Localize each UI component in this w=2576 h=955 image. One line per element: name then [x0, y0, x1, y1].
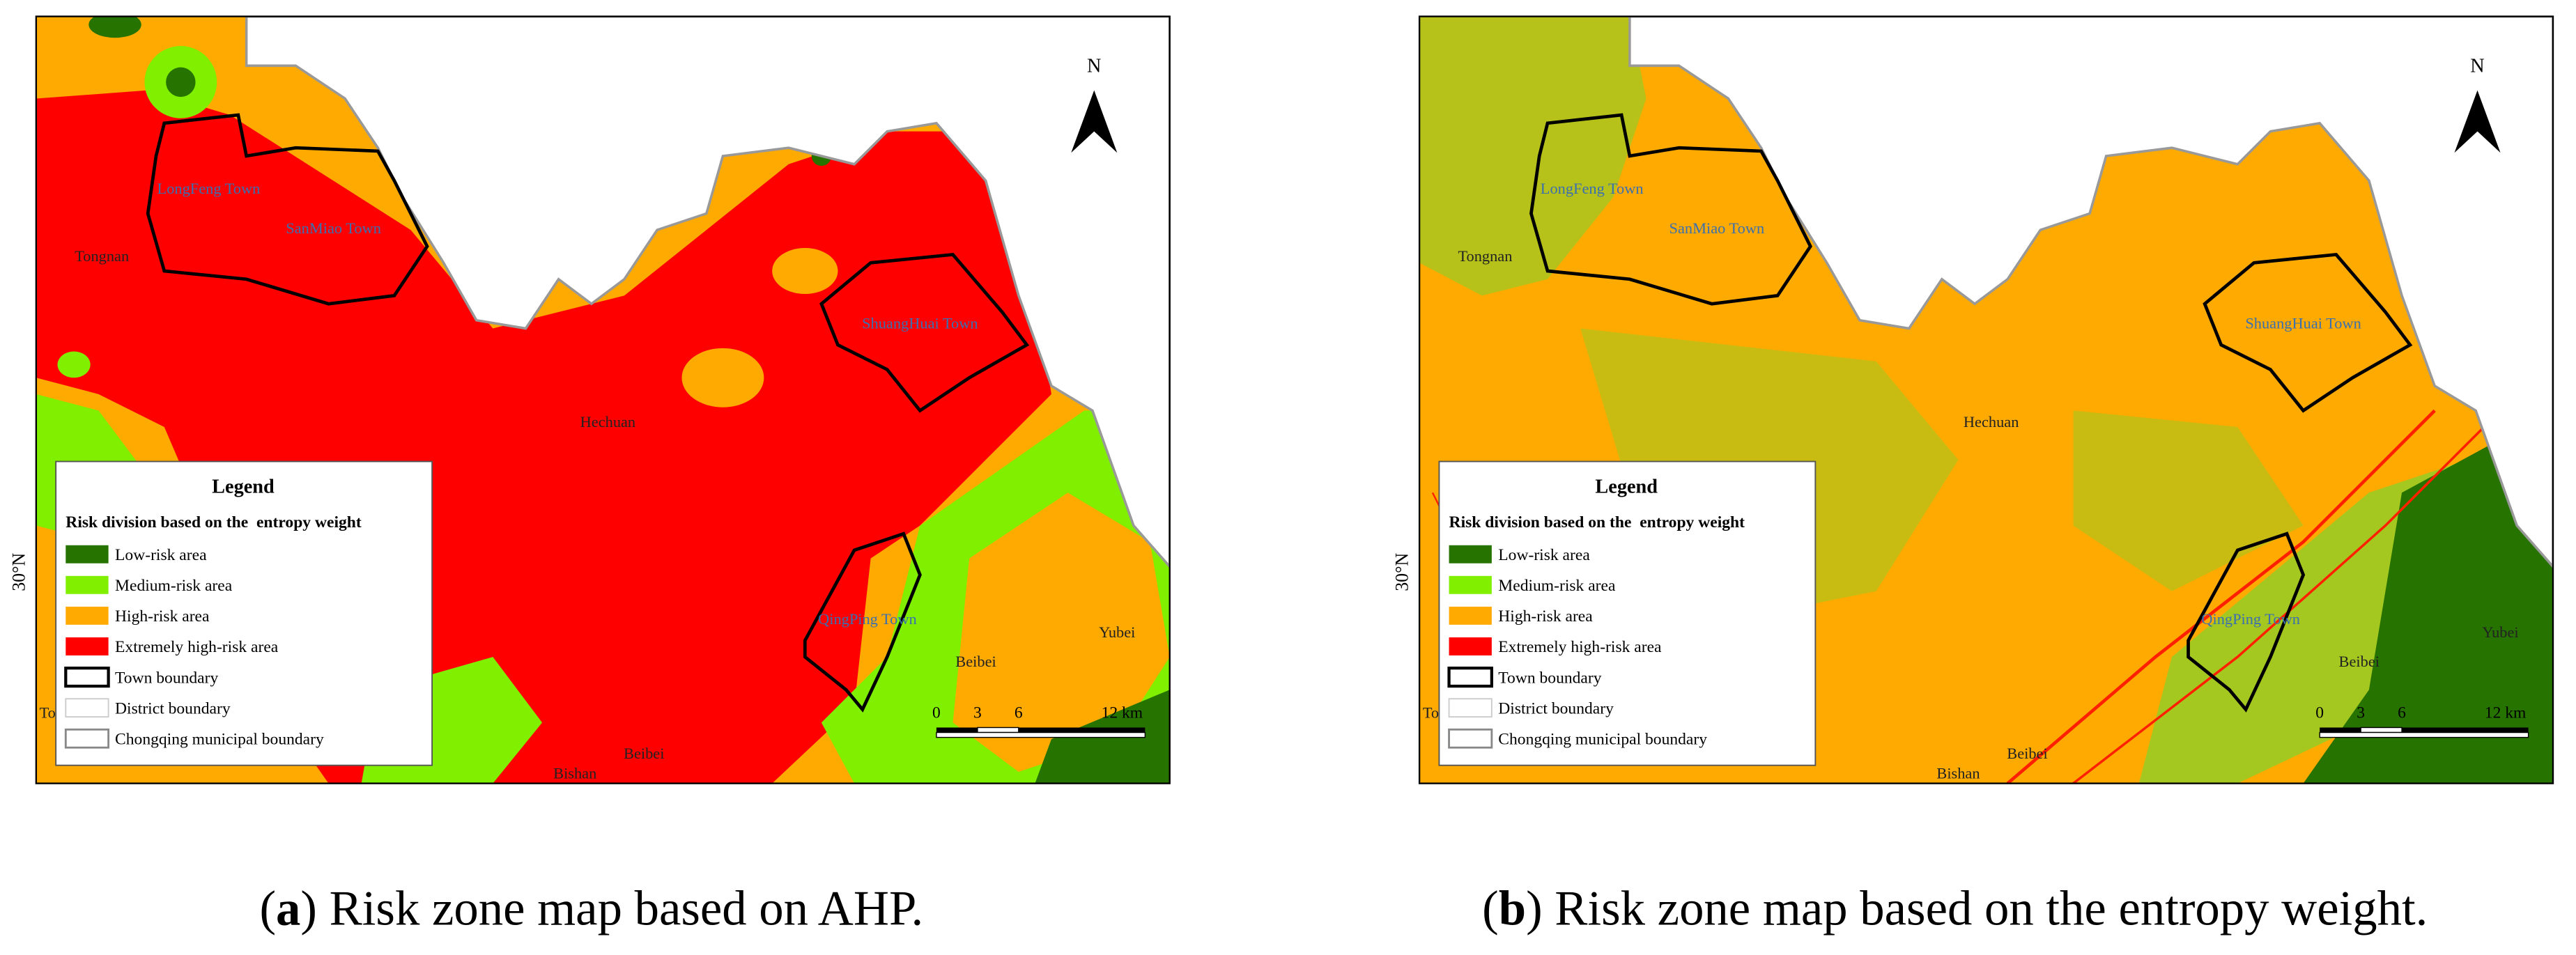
place-label: Tongnan	[1458, 247, 1512, 265]
legend-label: Medium-risk area	[115, 577, 233, 595]
place-label: QingPing Town	[818, 610, 917, 628]
place-label: Tongnan	[75, 247, 129, 265]
place-label: QingPing Town	[2201, 610, 2300, 628]
town-boundary	[819, 252, 1030, 413]
legend-label: Chongqing municipal boundary	[115, 731, 324, 749]
legend-label: High-risk area	[1498, 607, 1593, 626]
panel-overlay: LongFeng Town SanMiao Town Tongnan Shuan…	[8, 15, 1171, 935]
caption: (a) Risk zone map based on AHP.	[259, 881, 923, 935]
town-boundary	[2203, 252, 2413, 413]
scale-label: 3	[2357, 704, 2365, 722]
latitude-label: 30°N	[1392, 552, 1412, 591]
legend-swatch	[1449, 606, 1492, 625]
legend-label: District boundary	[115, 699, 231, 717]
scale-label: 12 km	[2485, 704, 2527, 722]
caption: (b) Risk zone map based on the entropy w…	[1482, 881, 2428, 935]
legend-label: Low-risk area	[115, 546, 207, 564]
legend-label: Low-risk area	[1498, 546, 1590, 564]
place-label: SanMiao Town	[1669, 219, 1765, 237]
place-label: To	[1423, 704, 1439, 721]
place-label: Beibei	[955, 653, 996, 670]
place-label: LongFeng Town	[157, 180, 261, 197]
place-label: Bishan	[553, 765, 596, 782]
caption-part: ) Risk zone map based on the entropy wei…	[1526, 881, 2428, 935]
place-label: Hechuan	[1964, 413, 2019, 430]
legend-title: Legend	[1595, 476, 1658, 497]
latitude-label: 30°N	[8, 552, 29, 591]
town-boundary	[2186, 531, 2306, 713]
legend-swatch	[65, 606, 109, 625]
place-label: Hechuan	[580, 413, 636, 430]
panel-overlay: LongFeng Town SanMiao Town Tongnan Shuan…	[1392, 15, 2554, 935]
legend-label: Extremely high-risk area	[1498, 638, 1662, 656]
scale-label: 6	[1015, 704, 1023, 722]
legend-title: Legend	[212, 476, 275, 497]
town-boundary	[1529, 113, 1812, 306]
place-label: ShuangHuai Town	[2245, 315, 2361, 332]
legend-swatch	[1449, 637, 1492, 655]
caption-part: (	[259, 881, 276, 935]
legend-swatch	[65, 637, 109, 655]
legend-subtitle: Risk division based on the entropy weigh…	[65, 513, 362, 531]
scale-label: 12 km	[1102, 704, 1143, 722]
scale-bar: 0 3 6 12 km	[2315, 704, 2529, 738]
legend-swatch	[64, 666, 110, 688]
legend-swatch	[65, 698, 109, 718]
north-label: N	[2470, 56, 2484, 77]
place-label: ShuangHuai Town	[862, 315, 978, 332]
scale-bar: 0 3 6 12 km	[932, 704, 1146, 738]
scale-label: 6	[2398, 704, 2406, 722]
place-label: Yubei	[1099, 623, 1135, 641]
legend-label: Medium-risk area	[1498, 577, 1616, 595]
place-label: Bishan	[1936, 765, 1980, 782]
place-label: Yubei	[2482, 623, 2518, 641]
legend-label: Extremely high-risk area	[115, 638, 279, 656]
place-label: To	[40, 704, 56, 721]
place-label: Beibei	[2007, 745, 2047, 762]
legend-swatch	[1448, 728, 1493, 749]
legend-swatch	[64, 728, 110, 749]
legend-swatch	[65, 575, 109, 594]
legend-swatch	[1447, 666, 1493, 688]
legend-swatch	[65, 545, 109, 564]
legend: Legend Risk division based on the entrop…	[55, 460, 433, 766]
place-label: LongFeng Town	[1541, 180, 1644, 197]
map-frame	[35, 15, 1171, 784]
north-arrow	[1071, 90, 1118, 153]
legend-label: Town boundary	[1498, 669, 1601, 687]
legend: Legend Risk division based on the entrop…	[1438, 460, 1817, 766]
legend-swatch	[1449, 545, 1492, 564]
caption-part: ) Risk zone map based on AHP.	[300, 881, 923, 935]
north-arrow	[2454, 90, 2501, 153]
scale-label: 0	[2315, 704, 2324, 722]
legend-swatch	[1448, 698, 1493, 718]
place-label: Beibei	[624, 745, 664, 762]
caption-part: a	[276, 881, 300, 935]
caption-part: (	[1482, 881, 1499, 935]
legend-label: District boundary	[1498, 699, 1614, 717]
scale-label: 3	[973, 704, 982, 722]
legend-label: Chongqing municipal boundary	[1498, 731, 1707, 749]
caption-part: b	[1499, 881, 1526, 935]
place-label: Beibei	[2339, 653, 2380, 670]
north-label: N	[1087, 56, 1101, 77]
map-frame	[1418, 15, 2554, 784]
legend-label: Town boundary	[115, 669, 218, 687]
legend-label: High-risk area	[115, 607, 210, 626]
place-label: SanMiao Town	[286, 219, 381, 237]
legend-box	[55, 460, 433, 766]
town-boundary	[803, 531, 922, 713]
legend-swatch	[1449, 575, 1492, 594]
legend-box	[1438, 460, 1817, 766]
legend-subtitle: Risk division based on the entropy weigh…	[1449, 513, 1745, 531]
scale-label: 0	[932, 704, 941, 722]
town-boundary	[146, 113, 429, 306]
